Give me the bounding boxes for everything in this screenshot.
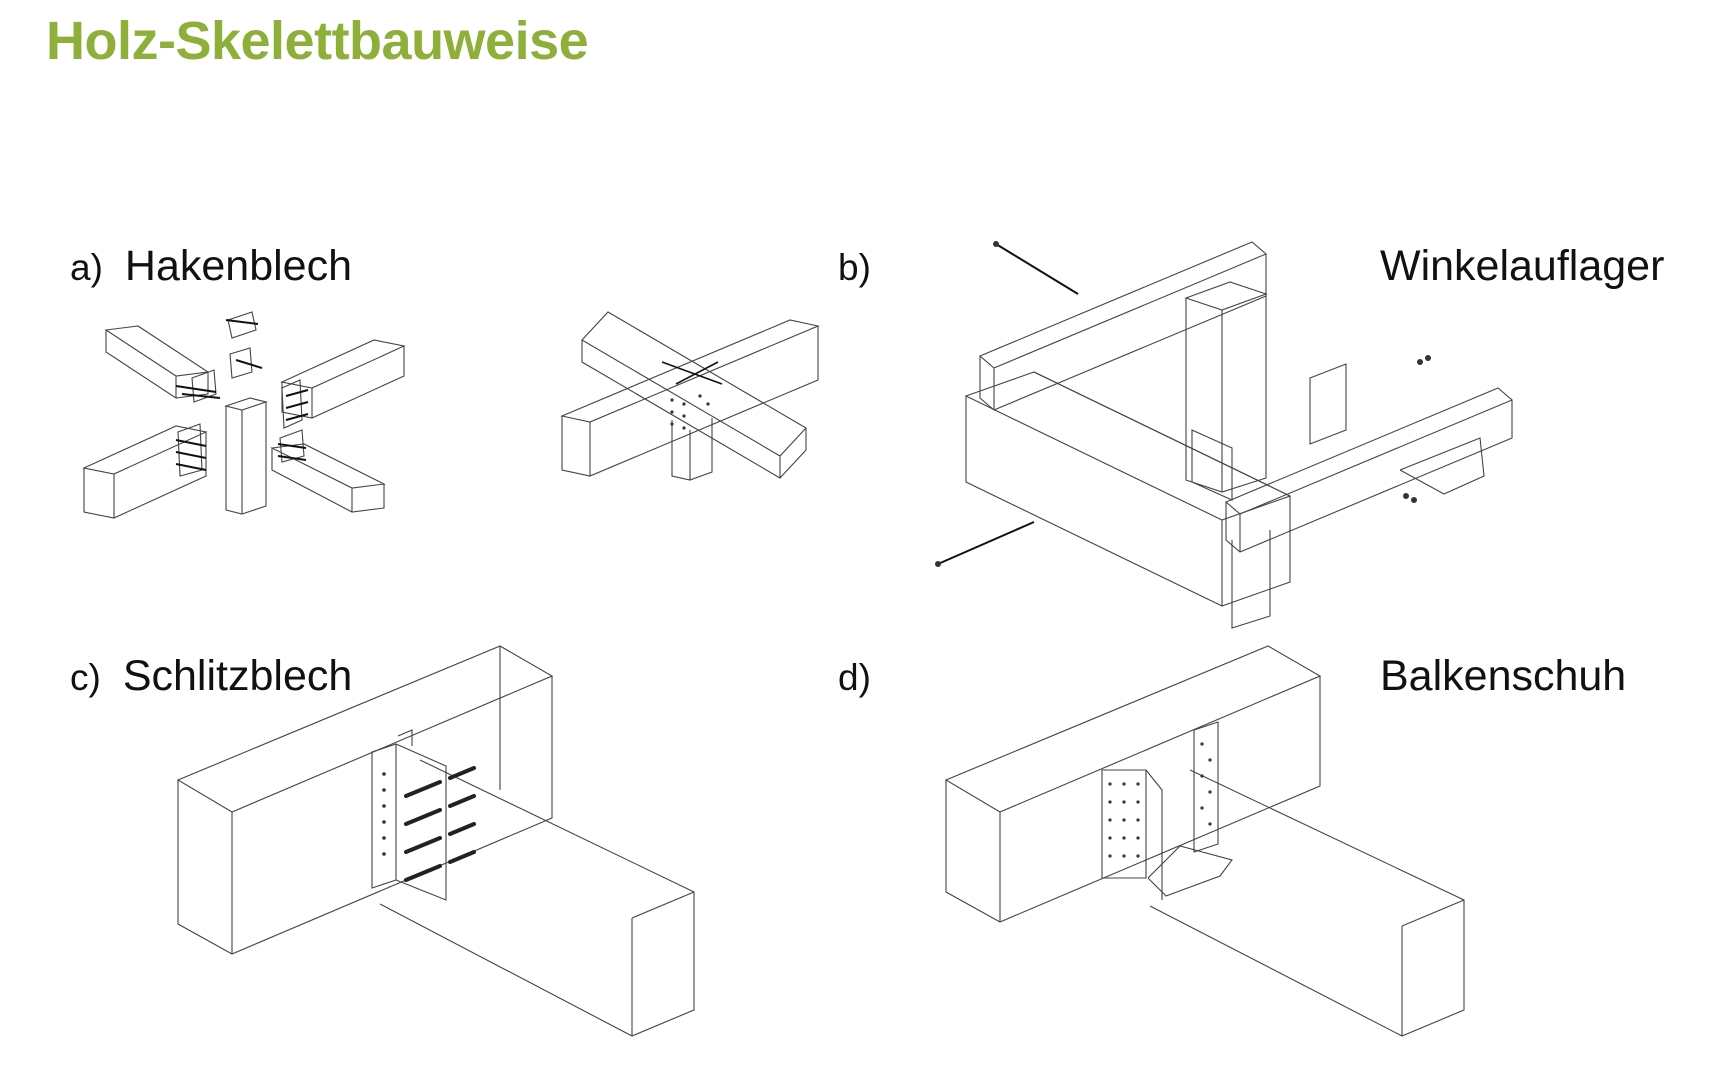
- caption-c-label: Schlitzblech: [122, 652, 353, 700]
- caption-b-label: Winkelauflager: [1380, 242, 1665, 290]
- caption-a-letter: a): [70, 247, 103, 288]
- caption-d-letter: d): [838, 657, 871, 698]
- caption-b-letter: b): [838, 247, 871, 288]
- caption-d-label: Balkenschuh: [1380, 652, 1627, 700]
- caption-a-label: Hakenblech: [124, 242, 352, 290]
- caption-c: c) Schlitzblech: [70, 652, 352, 701]
- page-title: Holz-Skelettbauweise: [46, 11, 589, 71]
- caption-c-letter: c): [70, 657, 101, 698]
- caption-a: a) Hakenblech: [70, 242, 352, 291]
